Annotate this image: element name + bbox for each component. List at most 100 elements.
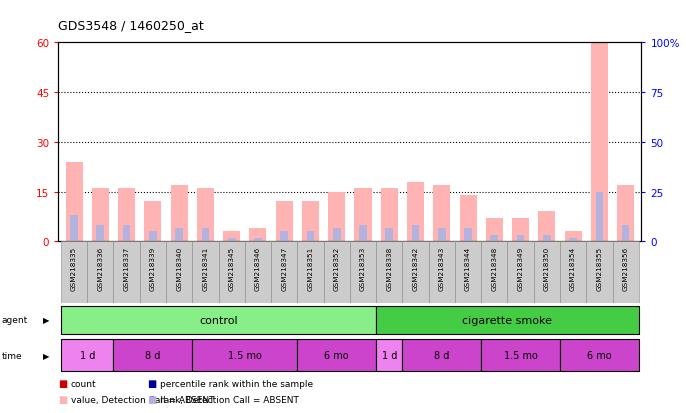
Bar	[407, 182, 424, 242]
Text: GSM218341: GSM218341	[202, 247, 209, 291]
Bar	[123, 225, 130, 242]
Bar	[539, 212, 556, 242]
Bar	[176, 228, 183, 242]
Text: GSM218337: GSM218337	[123, 247, 130, 291]
Bar	[149, 232, 156, 242]
Text: GSM218342: GSM218342	[412, 247, 418, 291]
Bar	[113, 242, 140, 304]
Bar	[228, 238, 235, 242]
Bar	[376, 242, 403, 304]
Bar	[386, 228, 393, 242]
Bar	[481, 242, 508, 304]
Bar	[464, 228, 472, 242]
Bar	[595, 192, 603, 242]
Text: 1.5 mo: 1.5 mo	[228, 350, 262, 360]
Bar	[297, 339, 376, 371]
Bar	[166, 242, 192, 304]
Bar	[355, 189, 372, 242]
Bar	[376, 306, 639, 334]
Bar	[403, 242, 429, 304]
Bar	[324, 242, 350, 304]
Bar	[490, 235, 498, 242]
Bar	[61, 339, 113, 371]
Bar	[61, 242, 87, 304]
Text: GDS3548 / 1460250_at: GDS3548 / 1460250_at	[58, 19, 204, 31]
Bar	[87, 242, 113, 304]
Bar	[376, 339, 403, 371]
Text: GSM218349: GSM218349	[518, 247, 523, 291]
Bar	[403, 339, 481, 371]
Text: cigarette smoke: cigarette smoke	[462, 315, 552, 325]
Bar	[350, 242, 376, 304]
Bar	[565, 232, 582, 242]
Bar	[297, 242, 324, 304]
Text: ■: ■	[58, 394, 67, 404]
Bar	[591, 43, 608, 242]
Text: 8 d: 8 d	[145, 350, 161, 360]
Bar	[438, 228, 446, 242]
Text: agent: agent	[1, 316, 27, 325]
Text: rank, Detection Call = ABSENT: rank, Detection Call = ABSENT	[160, 395, 298, 404]
Text: GSM218344: GSM218344	[465, 247, 471, 291]
Text: control: control	[199, 315, 238, 325]
Bar	[113, 339, 192, 371]
Text: ■: ■	[147, 378, 156, 388]
Bar	[481, 339, 560, 371]
Bar	[381, 189, 398, 242]
Text: GSM218354: GSM218354	[570, 247, 576, 291]
Bar	[569, 238, 577, 242]
Bar	[140, 242, 166, 304]
Text: GSM218345: GSM218345	[228, 247, 235, 291]
Bar	[97, 225, 104, 242]
Bar	[412, 225, 419, 242]
Bar	[622, 225, 630, 242]
Bar	[429, 242, 455, 304]
Text: GSM218352: GSM218352	[333, 247, 340, 291]
Bar	[202, 228, 209, 242]
Bar	[271, 242, 297, 304]
Text: 1 d: 1 d	[80, 350, 95, 360]
Bar	[333, 228, 340, 242]
Bar	[460, 195, 477, 242]
Bar	[281, 232, 288, 242]
Bar	[508, 242, 534, 304]
Bar	[192, 242, 219, 304]
Text: GSM218340: GSM218340	[176, 247, 182, 291]
Text: GSM218338: GSM218338	[386, 247, 392, 291]
Bar	[455, 242, 481, 304]
Text: GSM218351: GSM218351	[307, 247, 314, 291]
Bar	[118, 189, 135, 242]
Bar	[192, 339, 297, 371]
Text: GSM218356: GSM218356	[623, 247, 628, 291]
Bar	[434, 185, 450, 242]
Bar	[70, 215, 78, 242]
Bar	[223, 232, 240, 242]
Text: 1.5 mo: 1.5 mo	[504, 350, 538, 360]
Text: ■: ■	[58, 378, 67, 388]
Bar	[92, 189, 109, 242]
Bar	[302, 202, 319, 242]
Bar	[144, 202, 161, 242]
Bar	[613, 242, 639, 304]
Bar	[560, 242, 587, 304]
Text: GSM218348: GSM218348	[491, 247, 497, 291]
Text: GSM218336: GSM218336	[97, 247, 104, 291]
Bar	[517, 235, 524, 242]
Text: GSM218353: GSM218353	[360, 247, 366, 291]
Bar	[219, 242, 245, 304]
Text: GSM218346: GSM218346	[255, 247, 261, 291]
Bar	[66, 162, 82, 242]
Text: ▶: ▶	[43, 316, 49, 325]
Bar	[512, 218, 529, 242]
Text: value, Detection Call = ABSENT: value, Detection Call = ABSENT	[71, 395, 214, 404]
Bar	[171, 185, 188, 242]
Bar	[307, 232, 314, 242]
Bar	[254, 238, 262, 242]
Text: GSM218339: GSM218339	[150, 247, 156, 291]
Bar	[587, 242, 613, 304]
Text: 1 d: 1 d	[381, 350, 397, 360]
Text: GSM218343: GSM218343	[439, 247, 445, 291]
Text: GSM218355: GSM218355	[596, 247, 602, 291]
Bar	[197, 189, 214, 242]
Bar	[61, 306, 376, 334]
